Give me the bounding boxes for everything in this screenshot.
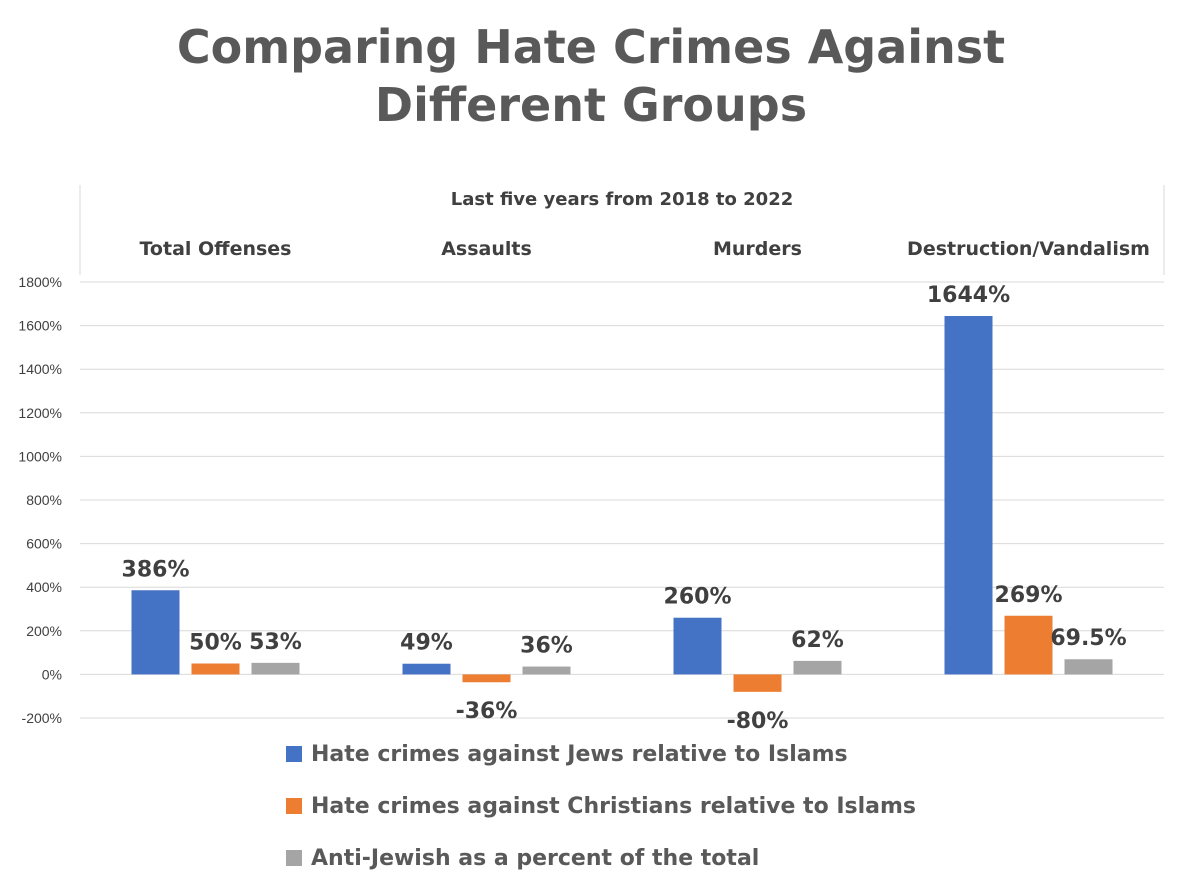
gridlines: [80, 281, 1164, 719]
category-labels: Total Offenses Assaults Murders Destruction…: [140, 238, 1150, 260]
bar: [1064, 659, 1113, 675]
y-tick-label: 1800%: [18, 274, 62, 290]
legend-label: Hate crimes against Jews relative to Isl…: [311, 741, 848, 767]
data-label: 1644%: [927, 283, 1010, 308]
data-label: 69.5%: [1050, 626, 1126, 651]
data-label: -36%: [456, 699, 518, 724]
y-tick-label: 1000%: [18, 448, 62, 464]
data-label: 50%: [189, 631, 242, 656]
bar: [191, 663, 240, 675]
legend-item: Anti-Jewish as a percent of the total: [286, 832, 916, 884]
legend-label: Anti-Jewish as a percent of the total: [311, 845, 760, 871]
data-label: 386%: [122, 557, 190, 582]
data-label: 269%: [995, 583, 1063, 608]
chart-title: Comparing Hate Crimes Against Different …: [0, 18, 1182, 134]
y-tick-label: 1400%: [18, 361, 62, 377]
legend-swatch: [286, 798, 302, 814]
bar: [1004, 615, 1053, 675]
legend-swatch: [286, 850, 302, 866]
bars: [131, 316, 1113, 692]
data-labels: 386% 49% 260% 1644% 50% -36% -80% 269% 53% 36% 62%…: [122, 283, 1127, 734]
data-label: 49%: [400, 631, 453, 656]
y-tick-label: -200%: [22, 710, 62, 726]
y-tick-label: 400%: [26, 579, 62, 595]
category-label: Total Offenses: [140, 238, 292, 260]
data-label: -80%: [727, 709, 789, 734]
chart-title-line-2: Different Groups: [374, 78, 808, 132]
y-tick-label: 0%: [42, 666, 62, 682]
y-tick-label: 800%: [26, 492, 62, 508]
category-label: Destruction/Vandalism: [907, 238, 1150, 260]
bar: [793, 660, 842, 675]
data-label: 62%: [791, 628, 844, 653]
bar: [673, 617, 722, 675]
data-label: 53%: [249, 630, 302, 655]
legend-item: Hate crimes against Christians relative …: [286, 780, 916, 832]
y-tick-label: 1600%: [18, 318, 62, 334]
y-axis-ticks: -200% 0% 200% 400% 600% 800% 1000% 1200% 1400% 16…: [18, 274, 62, 726]
legend: Hate crimes against Jews relative to Isl…: [286, 728, 916, 884]
y-tick-label: 1200%: [18, 405, 62, 421]
data-label: 260%: [664, 585, 732, 610]
bar: [522, 666, 571, 675]
y-tick-label: 600%: [26, 536, 62, 552]
chart-subtitle: Last five years from 2018 to 2022: [451, 189, 794, 210]
chart-title-line-1: Comparing Hate Crimes Against: [176, 20, 1006, 74]
bar: [402, 663, 451, 675]
y-tick-label: 200%: [26, 623, 62, 639]
bar: [944, 316, 993, 675]
legend-label: Hate crimes against Christians relative …: [311, 793, 917, 819]
data-label: 36%: [520, 634, 573, 659]
legend-item: Hate crimes against Jews relative to Isl…: [286, 728, 916, 780]
bar: [733, 674, 782, 692]
bar: [251, 662, 300, 675]
bar: [462, 674, 511, 683]
category-label: Assaults: [441, 238, 532, 260]
legend-swatch: [286, 746, 302, 762]
category-label: Murders: [713, 238, 802, 260]
bar: [131, 590, 180, 675]
